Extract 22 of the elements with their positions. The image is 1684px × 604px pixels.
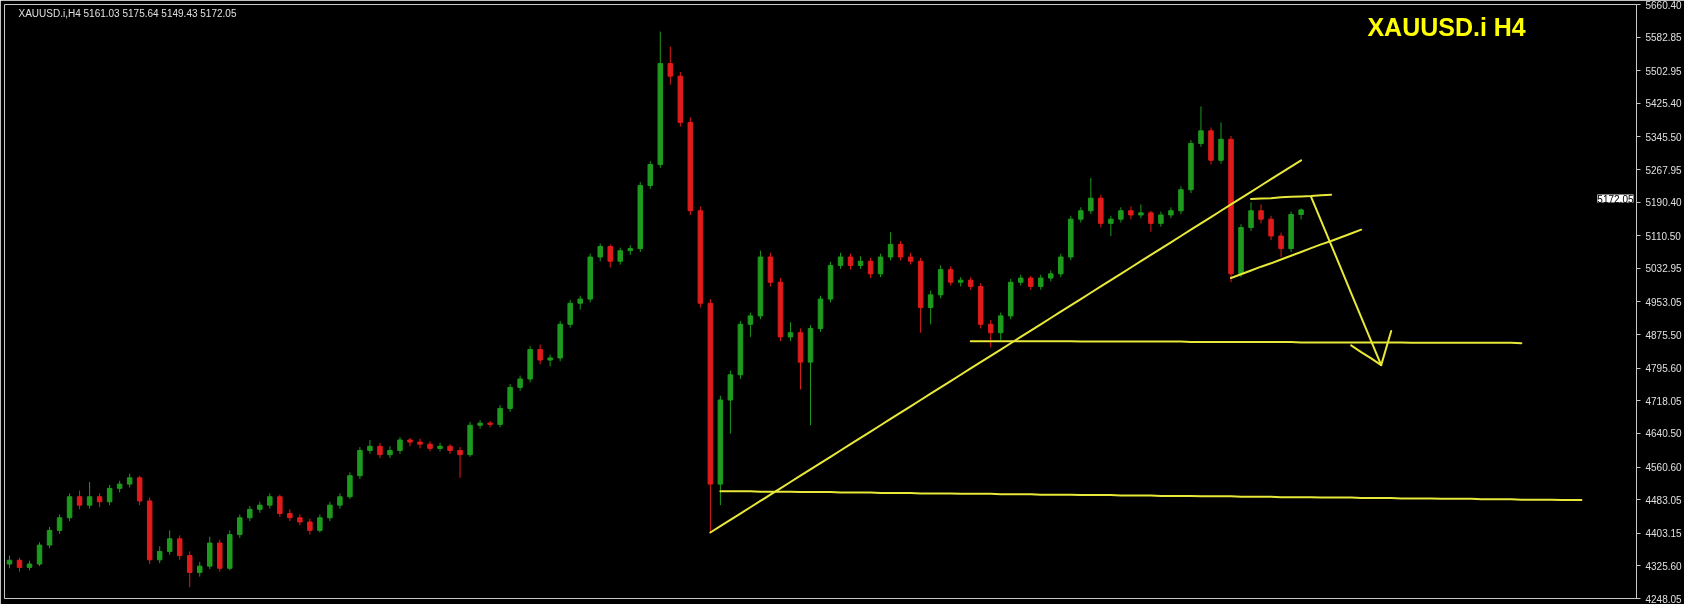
annotation: 5172.05 (1597, 193, 1634, 205)
y-tick-label: 5267.95 (1645, 164, 1683, 176)
y-tick-label: 4560.60 (1645, 462, 1683, 474)
y-tick-label: 4483.05 (1645, 494, 1683, 506)
y-tick-label: 4953.05 (1645, 296, 1683, 308)
y-tick-label: 5190.40 (1645, 197, 1683, 209)
y-tick-label: 5425.40 (1645, 98, 1683, 110)
y-tick-label: 4640.50 (1645, 428, 1683, 440)
y-tick-label: 5582.85 (1645, 32, 1683, 44)
y-tick-label: 5032.95 (1645, 263, 1683, 275)
y-tick-label: 5345.50 (1645, 131, 1683, 143)
y-tick-label: 5660.40 (1645, 0, 1683, 11)
y-tick-label: 4795.60 (1645, 363, 1683, 375)
y-tick-label: 4248.05 (1645, 593, 1683, 604)
chart-title: XAUUSD.i H4 (1367, 12, 1526, 41)
y-tick-label: 4325.60 (1645, 560, 1683, 572)
y-tick-label: 4403.15 (1645, 528, 1683, 540)
y-tick-label: 4718.05 (1645, 395, 1683, 407)
annotation: XAUUSD.i,H4 5161.03 5175.64 5149.43 5172.05 (18, 7, 237, 19)
y-tick-label: 4875.50 (1645, 329, 1683, 341)
y-tick-label: 5110.50 (1645, 230, 1682, 242)
y-tick-label: 5502.95 (1645, 65, 1683, 77)
